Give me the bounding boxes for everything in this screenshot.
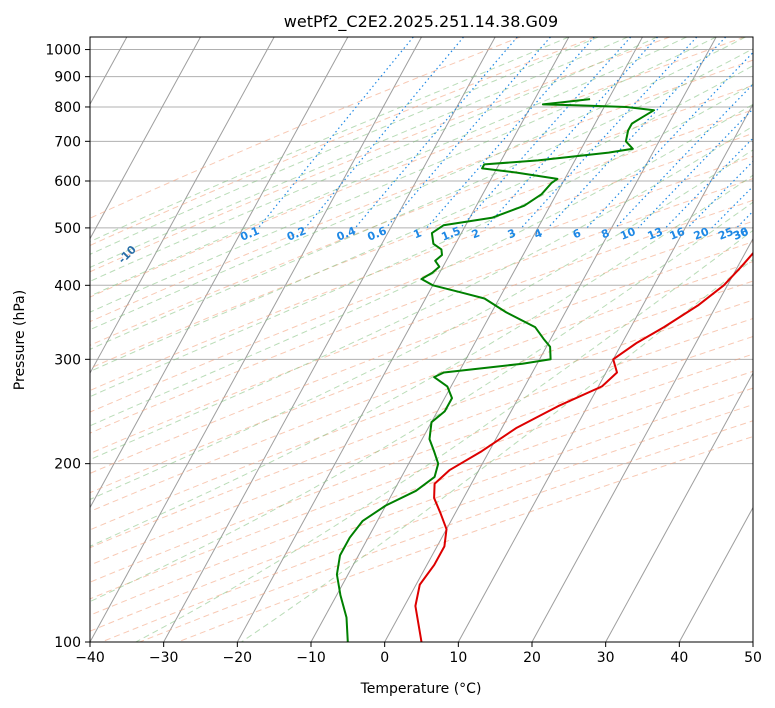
y-tick-label: 1000 [45,43,81,59]
x-tick-label: 50 [744,650,762,666]
isotherm-line [90,37,201,240]
mixing-ratio-line [426,37,595,229]
dry-adiabat-line [90,37,596,247]
moist-adiabat-line [90,125,753,461]
dry-adiabat-line [90,155,753,413]
x-axis: −40 −30 −20 −10 0 10 20 30 40 50 [75,642,762,666]
moist-adiabat-line [90,37,599,255]
dry-adiabat-line [90,299,753,549]
y-tick-label: 600 [54,174,81,190]
isotherm-line [90,37,349,509]
isotherm-line [90,37,275,375]
mixing-ratio-label: 30 [731,225,750,243]
y-axis: 100 200 300 400 500 600 700 800 900 1000 [45,43,90,651]
isotherm-line [236,37,570,642]
mixing-ratio-line [484,37,659,229]
dry-adiabat-line [90,199,753,455]
y-tick-label: 900 [54,70,81,86]
mixing-ratio-label: 3 [506,226,518,241]
isotherm-line [90,37,422,642]
y-tick-label: 500 [54,221,81,237]
dry-adiabat-line [90,317,753,566]
mixing-ratio-line [520,37,698,229]
y-tick-label: 400 [54,278,81,294]
dry-adiabat-line [90,132,753,392]
x-tick-label: 40 [670,650,688,666]
mixing-ratio-line [547,37,727,229]
dry-adiabat-line [90,353,753,600]
moist-adiabat-line [90,37,628,268]
mixing-ratio-label: 20 [692,225,711,243]
isotherm-line [752,640,753,642]
profile-series-line [414,251,753,642]
x-tick-label: −20 [223,650,253,666]
x-axis-title: Temperature (°C) [360,681,482,697]
x-tick-label: −30 [149,650,179,666]
dry-adiabat-line [90,261,753,513]
dry-adiabat-line [90,37,521,219]
dry-adiabat-line [90,37,745,298]
mixing-ratio-label: 25 [716,225,735,243]
isotherm-line [163,37,496,642]
isotherm-line [384,37,717,642]
mixing-ratio-label: 16 [668,225,687,243]
mixing-ratio-label: 1 [411,226,423,241]
mixing-ratio-label: 10 [618,225,637,243]
moist-adiabat-line [90,37,746,331]
x-tick-label: −10 [296,650,326,666]
y-tick-label: 100 [54,635,81,651]
mixing-ratio-label: 2 [470,226,482,241]
x-tick-label: −40 [75,650,105,666]
isotherm-line [457,103,753,642]
dry-adiabat-line [90,178,753,434]
mixing-ratio-line [354,37,518,229]
y-axis-title: Pressure (hPa) [12,290,28,390]
isotherm-line [310,37,643,642]
dry-adiabat-line [90,387,753,632]
mixing-ratio-line [385,37,551,229]
x-tick-label: 0 [380,650,389,666]
isotherm-line [678,506,753,642]
mixing-ratio-label: 36 [731,225,750,243]
background-lines [90,37,775,642]
moist-adiabat-line [90,37,687,297]
moist-adiabat-line [90,37,717,313]
moist-adiabat-line [90,149,753,500]
mixing-ratio-line [586,51,753,229]
y-tick-label: 700 [54,134,81,150]
moist-adiabat-line [90,83,753,398]
mixing-ratio-line [665,137,753,229]
moist-adiabat-line [90,174,753,547]
chart-title: wetPf2_C2E2.2025.251.14.38.G09 [284,12,558,32]
isotherm-line [605,372,753,642]
profile-series-line [335,98,655,642]
mixing-ratio-label: 8 [599,226,611,241]
plot-background [90,37,753,642]
profile-lines [335,98,753,642]
moist-adiabat-line [90,37,569,243]
x-tick-label: 10 [449,650,467,666]
x-tick-label: 30 [597,650,615,666]
mixing-ratio-line [460,37,632,229]
plot-frame [89,36,754,643]
mixing-ratio-label: 13 [646,225,665,243]
moist-adiabat-line [90,65,753,372]
y-tick-label: 200 [54,457,81,473]
dry-adiabat-line [90,37,670,273]
y-tick-label: 300 [54,352,81,368]
x-tick-label: 20 [523,650,541,666]
mixing-ratio-line [757,37,775,228]
y-tick-label: 800 [54,100,81,116]
moist-adiabat-line [90,37,658,282]
moist-adiabat-line [90,48,753,350]
moist-adiabat-line [135,229,753,642]
mixing-ratio-line [614,83,753,229]
isotherm-line [531,237,753,642]
mixing-ratio-line [257,37,414,229]
dry-adiabat-line [90,241,753,494]
